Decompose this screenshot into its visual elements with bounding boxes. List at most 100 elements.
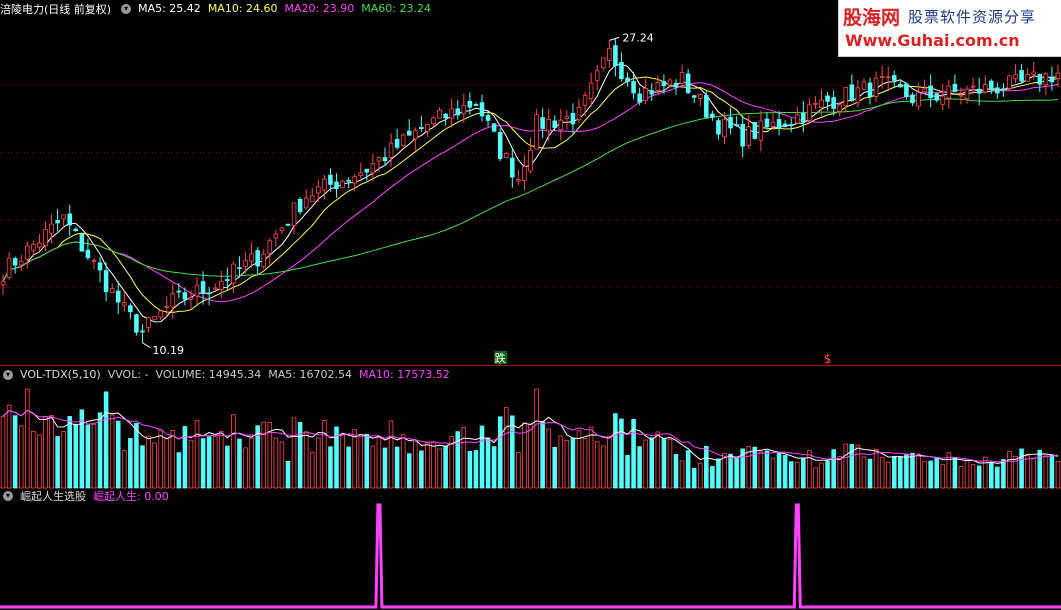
candle	[807, 104, 812, 121]
volume-bar	[212, 436, 218, 489]
candle	[128, 305, 133, 313]
volume-bar	[1001, 459, 1006, 489]
volume-bar	[891, 455, 897, 489]
volume-bar	[1049, 454, 1055, 489]
volume-bar	[667, 438, 673, 489]
candle	[134, 314, 139, 333]
candle	[103, 270, 109, 293]
volume-bar	[322, 420, 327, 489]
candle	[879, 76, 885, 78]
candle	[873, 77, 879, 97]
volume-bar	[734, 456, 739, 489]
volume-bar	[461, 427, 467, 489]
candle	[37, 242, 42, 248]
volume-bar	[722, 452, 727, 489]
volume-bar	[346, 446, 351, 489]
volume-bar	[879, 456, 885, 489]
volume-bar	[388, 420, 394, 489]
logo-slogan: 股票软件资源分享	[908, 8, 1037, 26]
volume-bar	[546, 428, 551, 489]
candle	[231, 263, 236, 284]
candle	[200, 281, 206, 293]
candle	[1013, 74, 1018, 80]
volume-bar	[885, 461, 891, 489]
candle	[655, 82, 661, 91]
volume-bar	[413, 440, 418, 489]
candle	[704, 95, 709, 118]
stock-title[interactable]: 涪陵电力(日线 前复权)	[0, 2, 112, 16]
volume-bar	[728, 453, 733, 489]
fall-signal-box	[494, 351, 508, 364]
volume-bar	[273, 437, 279, 489]
candle	[437, 109, 442, 119]
candle	[370, 163, 376, 174]
volume-bar	[691, 468, 697, 489]
volume-ma-line	[2, 409, 1059, 463]
candle	[516, 179, 521, 182]
candle	[97, 262, 103, 271]
indicator-menu-icon[interactable]: ▾	[121, 3, 132, 14]
candle	[182, 292, 188, 300]
candle	[61, 214, 66, 220]
volume-bar	[67, 416, 73, 489]
candle	[419, 126, 424, 129]
volume-bar	[843, 443, 849, 489]
volume-bar	[788, 461, 794, 489]
volume-bar	[922, 461, 927, 489]
volume-bar	[976, 465, 982, 489]
candle	[564, 115, 570, 120]
candle	[140, 330, 145, 333]
volume-bar	[1043, 455, 1049, 489]
volume-bar	[758, 451, 764, 489]
candle	[467, 100, 473, 108]
volume-bar	[807, 450, 812, 489]
candle	[910, 94, 915, 104]
candle	[358, 172, 364, 176]
volume-bar	[1025, 455, 1030, 489]
candle	[6, 257, 12, 278]
candle	[885, 76, 891, 79]
volume-bar	[291, 417, 297, 489]
volume-bar	[358, 433, 364, 489]
volume-bar	[600, 445, 606, 489]
candle	[819, 99, 824, 108]
signal-line	[0, 503, 1061, 609]
volume-bar	[710, 465, 715, 489]
candle	[503, 153, 509, 158]
volume-bar	[679, 460, 685, 489]
volume-bar	[631, 418, 636, 489]
volume-bar	[873, 448, 879, 489]
candle	[988, 80, 994, 90]
volume-bar	[109, 414, 115, 489]
candle	[400, 134, 406, 146]
ma60-label: MA60: 23.24	[361, 2, 431, 15]
volume-bar	[995, 466, 1000, 489]
volume-bar	[503, 407, 509, 489]
volume-indicator-name[interactable]: VOL-TDX(5,10)	[20, 368, 101, 381]
indicator-name[interactable]: 崛起人生选股	[20, 489, 86, 503]
candle	[425, 123, 430, 132]
candle	[588, 82, 594, 100]
candle	[534, 114, 539, 150]
candle	[594, 70, 600, 81]
volume-bar	[837, 456, 842, 489]
volume-bar	[152, 442, 157, 489]
candle	[443, 113, 448, 119]
ma60-line	[2, 98, 1059, 282]
candle	[570, 113, 576, 125]
volume-bar	[704, 445, 709, 489]
candle	[31, 243, 36, 251]
volume-menu-icon[interactable]: ▾	[3, 369, 13, 380]
indicator-panel-menu-icon[interactable]: ▾	[3, 490, 13, 501]
volume-bar	[297, 422, 303, 489]
volume-bar	[449, 436, 454, 489]
candle	[861, 81, 867, 90]
volume-bar	[831, 449, 836, 489]
low-price-label: 10.19	[152, 344, 184, 357]
candle	[758, 120, 764, 141]
candle	[970, 85, 976, 88]
candle	[43, 229, 48, 246]
candle	[673, 82, 679, 88]
volume-bar	[552, 446, 558, 489]
